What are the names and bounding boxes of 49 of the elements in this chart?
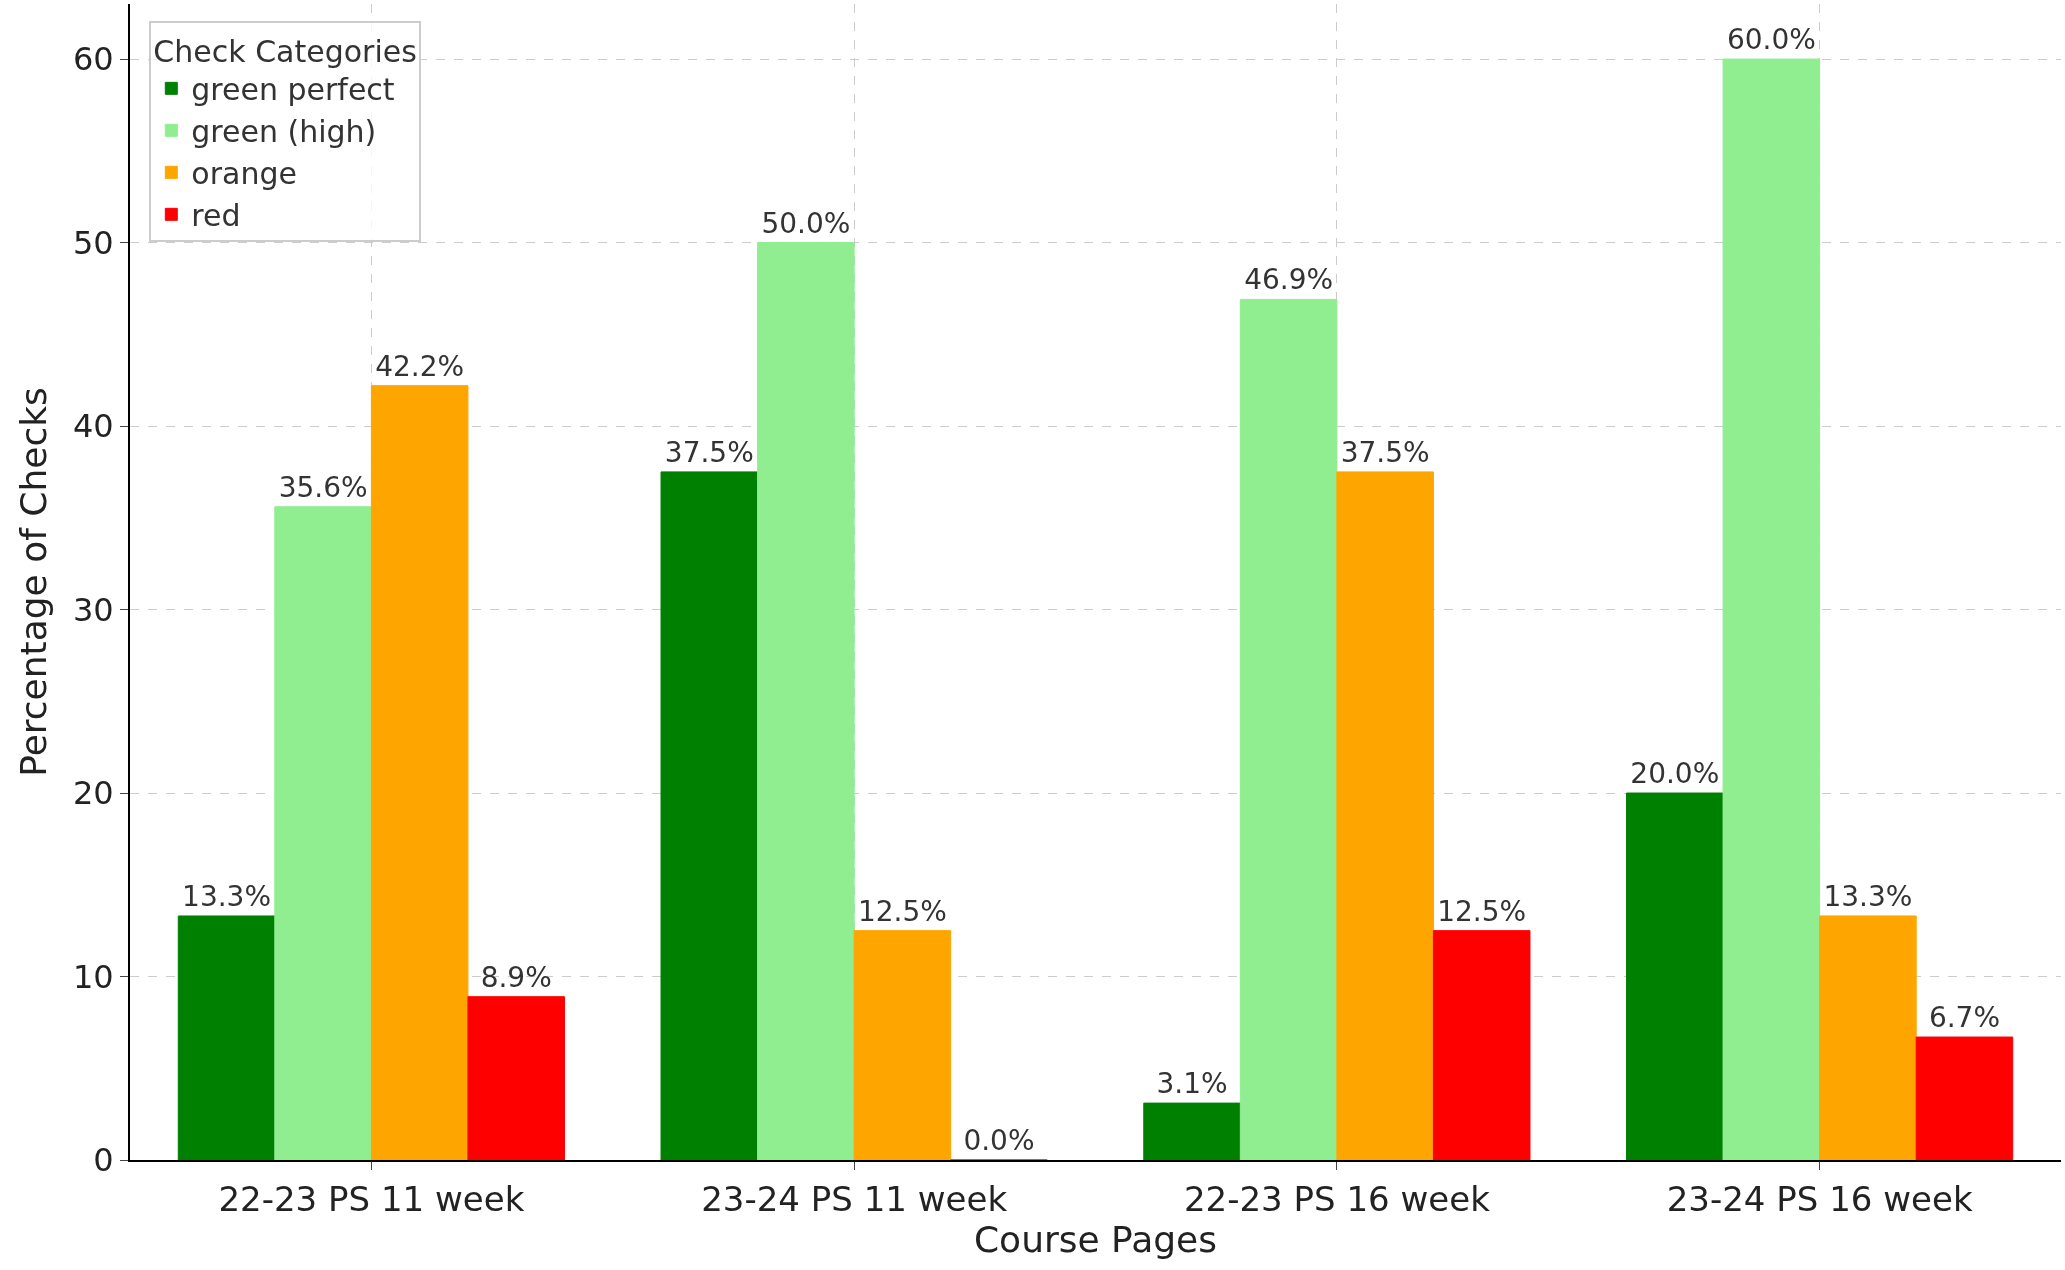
bar (1143, 1102, 1241, 1160)
legend-label: orange (191, 156, 297, 192)
data-label: 12.5% (1437, 894, 1527, 928)
data-label: 42.2% (375, 349, 465, 383)
data-label: 37.5% (1340, 435, 1430, 469)
y-tick-label: 20 (72, 774, 114, 813)
y-tick-label: 40 (72, 407, 114, 446)
y-tick-label: 30 (72, 590, 114, 629)
x-tick-label: 22-23 PS 11 week (218, 1178, 525, 1219)
y-tick-label: 60 (72, 40, 114, 79)
data-label: 12.5% (857, 894, 947, 928)
data-label: 13.3% (182, 879, 272, 913)
bar (274, 506, 372, 1160)
bar (757, 242, 855, 1160)
legend-title: Check Categories (153, 34, 417, 70)
bar (1432, 930, 1531, 1160)
data-label: 35.6% (278, 470, 368, 504)
legend-label: green (high) (191, 114, 377, 150)
y-tick-label: 10 (72, 957, 114, 996)
x-tick-label: 23-24 PS 16 week (1666, 1178, 1973, 1219)
bar (177, 915, 276, 1160)
y-tick-label: 0 (93, 1141, 114, 1180)
bar (660, 471, 759, 1160)
data-label: 60.0% (1726, 23, 1816, 57)
data-label: 20.0% (1630, 757, 1720, 791)
data-label: 46.9% (1244, 263, 1334, 297)
data-label: 6.7% (1928, 1001, 2001, 1035)
data-label: 50.0% (761, 206, 851, 240)
y-tick-label: 50 (72, 223, 114, 262)
bar (467, 996, 565, 1160)
bar (1722, 58, 1821, 1160)
data-label: 37.5% (664, 435, 754, 469)
bar (853, 930, 952, 1160)
y-axis-title: Percentage of Checks (13, 387, 55, 777)
bar (1819, 915, 1917, 1160)
bar (1626, 792, 1724, 1160)
bar (370, 385, 469, 1160)
bar (1915, 1036, 2014, 1160)
data-label: 3.1% (1156, 1067, 1228, 1101)
bar (1336, 471, 1434, 1160)
data-label: 0.0% (963, 1124, 1035, 1157)
legend-label: red (191, 198, 241, 234)
x-tick-label: 22-23 PS 16 week (1183, 1178, 1491, 1219)
data-label: 8.9% (480, 960, 552, 994)
x-tick-label: 23-24 PS 11 week (701, 1178, 1008, 1219)
legend-label: green perfect (191, 72, 395, 108)
data-label: 13.3% (1823, 879, 1913, 913)
x-axis-title: Course Pages (973, 1218, 1218, 1260)
bar (1239, 298, 1338, 1160)
